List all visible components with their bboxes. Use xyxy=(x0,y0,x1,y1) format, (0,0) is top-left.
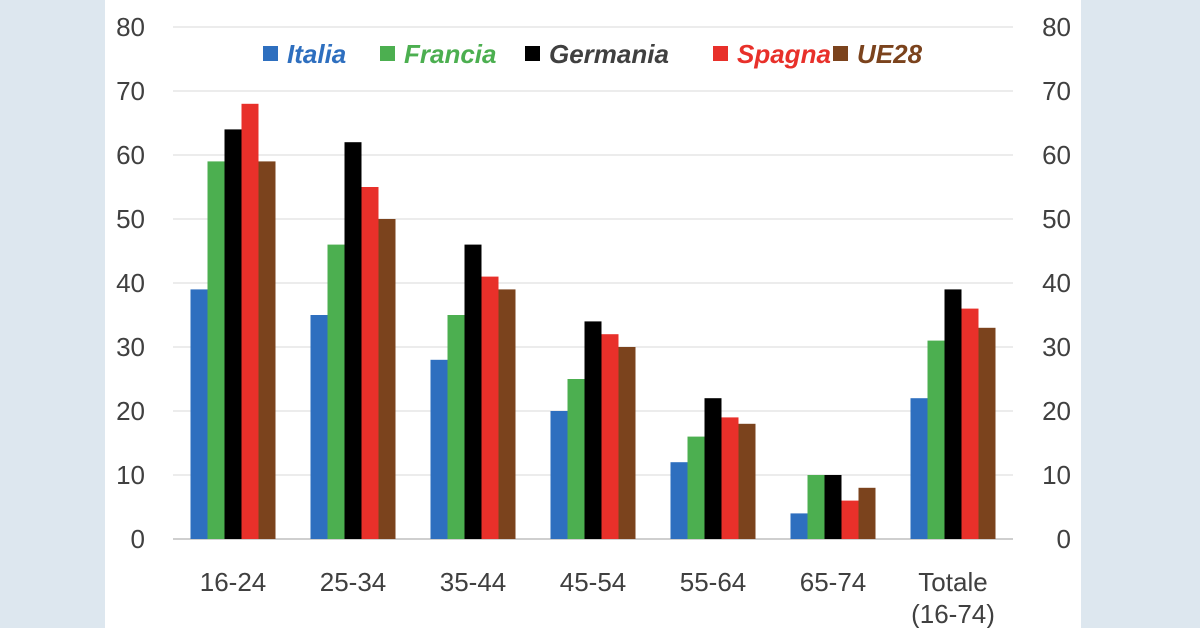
x-tick-label: 16-24 xyxy=(200,567,267,597)
legend: Italia Francia Germania Spagna UE28 xyxy=(263,39,923,69)
x-tick-label: 45-54 xyxy=(560,567,627,597)
bar xyxy=(567,379,585,539)
bar xyxy=(310,315,328,539)
x-tick-label: 35-44 xyxy=(440,567,507,597)
legend-swatch xyxy=(833,46,848,61)
y-tick-label-right: 40 xyxy=(1042,268,1071,298)
x-tick-label: Totale (16-74) xyxy=(911,567,995,628)
legend-label: Germania xyxy=(549,39,669,69)
bar xyxy=(858,487,876,539)
bar xyxy=(721,417,739,539)
bar xyxy=(807,475,825,539)
bar xyxy=(584,321,602,539)
x-tick-label: 55-64 xyxy=(680,567,747,597)
bar xyxy=(190,289,208,539)
y-tick-label-left: 60 xyxy=(116,140,145,170)
legend-label: Italia xyxy=(287,39,346,69)
bar xyxy=(464,244,482,539)
y-axis-right: 0 10 20 30 40 50 60 70 80 xyxy=(1042,12,1071,554)
chart-panel: 0 10 20 30 40 50 60 70 80 0 10 20 30 40 50 60 70 80 16-2… xyxy=(105,0,1081,628)
bar xyxy=(241,103,259,540)
y-tick-label-right: 0 xyxy=(1057,524,1071,554)
bar xyxy=(601,334,619,539)
bar xyxy=(961,308,979,539)
bar xyxy=(430,359,448,539)
bar xyxy=(447,315,465,539)
y-axis-left: 0 10 20 30 40 50 60 70 80 xyxy=(116,12,145,554)
bar xyxy=(327,244,345,539)
legend-swatch xyxy=(525,46,540,61)
bar xyxy=(927,340,945,539)
bar xyxy=(687,436,705,539)
y-tick-label-right: 70 xyxy=(1042,76,1071,106)
bar xyxy=(841,500,859,539)
y-tick-label-right: 20 xyxy=(1042,396,1071,426)
bar xyxy=(618,347,636,539)
bar xyxy=(824,475,842,539)
bar xyxy=(344,142,362,539)
x-axis: 16-24 25-34 35-44 45-54 55-64 65-74 Totale (16-… xyxy=(200,567,995,628)
bar xyxy=(207,161,225,539)
x-tick-label: 25-34 xyxy=(320,567,387,597)
bar-chart: 0 10 20 30 40 50 60 70 80 0 10 20 30 40 50 60 70 80 16-2… xyxy=(116,12,1071,628)
x-tick-label: 65-74 xyxy=(800,567,867,597)
y-tick-label-left: 0 xyxy=(131,524,145,554)
legend-swatch xyxy=(380,46,395,61)
y-tick-label-left: 50 xyxy=(116,204,145,234)
bar xyxy=(944,289,962,539)
y-tick-label-right: 30 xyxy=(1042,332,1071,362)
y-tick-label-left: 70 xyxy=(116,76,145,106)
bar xyxy=(481,276,499,539)
bar xyxy=(978,327,996,539)
bar xyxy=(224,129,242,539)
y-tick-label-left: 10 xyxy=(116,460,145,490)
bar xyxy=(738,423,756,539)
bar xyxy=(258,161,276,539)
y-tick-label-left: 80 xyxy=(116,12,145,42)
legend-label: UE28 xyxy=(857,39,923,69)
bars xyxy=(190,103,996,540)
bar xyxy=(550,411,568,539)
bar xyxy=(670,462,688,539)
y-tick-label-right: 80 xyxy=(1042,12,1071,42)
bar xyxy=(910,398,928,539)
bar xyxy=(704,398,722,539)
y-tick-label-right: 60 xyxy=(1042,140,1071,170)
legend-swatch xyxy=(263,46,278,61)
bar xyxy=(378,219,396,539)
legend-swatch xyxy=(713,46,728,61)
y-tick-label-left: 40 xyxy=(116,268,145,298)
y-tick-label-left: 20 xyxy=(116,396,145,426)
y-tick-label-right: 50 xyxy=(1042,204,1071,234)
y-tick-label-left: 30 xyxy=(116,332,145,362)
bar xyxy=(361,187,379,539)
y-tick-label-right: 10 xyxy=(1042,460,1071,490)
legend-label: Spagna xyxy=(737,39,831,69)
legend-label: Francia xyxy=(404,39,497,69)
bar xyxy=(790,513,808,539)
bar xyxy=(498,289,516,539)
